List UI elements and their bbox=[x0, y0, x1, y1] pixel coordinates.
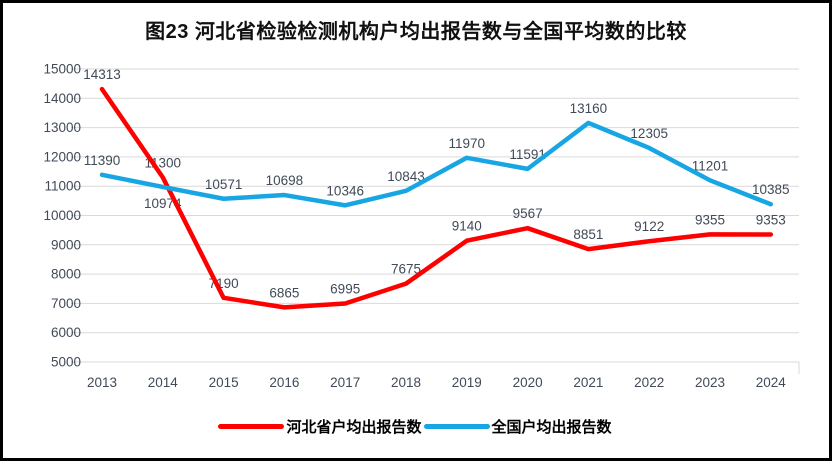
svg-text:12000: 12000 bbox=[43, 149, 81, 164]
svg-text:11591: 11591 bbox=[509, 147, 546, 162]
chart-title: 图23 河北省检验检测机构户均出报告数与全国平均数的比较 bbox=[145, 21, 687, 43]
svg-text:2024: 2024 bbox=[756, 375, 787, 390]
svg-text:2015: 2015 bbox=[209, 375, 239, 390]
svg-text:12305: 12305 bbox=[630, 126, 668, 141]
svg-text:8851: 8851 bbox=[573, 227, 603, 242]
legend-label-national: 全国户均出报告数 bbox=[491, 419, 612, 436]
svg-text:15000: 15000 bbox=[43, 62, 81, 77]
svg-text:2021: 2021 bbox=[573, 375, 603, 390]
svg-text:11390: 11390 bbox=[84, 153, 121, 168]
svg-text:2022: 2022 bbox=[634, 375, 664, 390]
svg-text:14000: 14000 bbox=[43, 91, 81, 106]
svg-text:2023: 2023 bbox=[695, 375, 725, 390]
svg-text:2018: 2018 bbox=[391, 375, 421, 390]
svg-text:10571: 10571 bbox=[205, 177, 243, 192]
svg-text:2019: 2019 bbox=[452, 375, 482, 390]
svg-text:10843: 10843 bbox=[387, 169, 425, 184]
svg-text:9353: 9353 bbox=[756, 212, 786, 227]
svg-text:7000: 7000 bbox=[51, 296, 81, 311]
legend-swatch-hebei bbox=[218, 424, 285, 429]
svg-text:9567: 9567 bbox=[513, 206, 543, 221]
svg-text:2013: 2013 bbox=[87, 375, 117, 390]
svg-text:6865: 6865 bbox=[269, 285, 299, 300]
svg-text:8000: 8000 bbox=[51, 267, 81, 282]
svg-text:13000: 13000 bbox=[43, 120, 81, 135]
legend-item-national: 全国户均出报告数 bbox=[423, 416, 614, 437]
svg-text:9122: 9122 bbox=[634, 219, 664, 234]
svg-text:2016: 2016 bbox=[269, 375, 299, 390]
legend-swatch-national bbox=[423, 424, 490, 429]
svg-text:2014: 2014 bbox=[148, 375, 179, 390]
legend-label-hebei: 河北省户均出报告数 bbox=[286, 419, 422, 436]
svg-text:10698: 10698 bbox=[266, 173, 304, 188]
svg-text:11201: 11201 bbox=[692, 158, 729, 173]
svg-text:9140: 9140 bbox=[452, 219, 482, 234]
svg-text:7675: 7675 bbox=[391, 262, 421, 277]
svg-text:2017: 2017 bbox=[330, 375, 360, 390]
svg-text:10000: 10000 bbox=[43, 208, 81, 223]
svg-text:6995: 6995 bbox=[330, 282, 360, 297]
legend: 河北省户均出报告数 全国户均出报告数 bbox=[3, 416, 829, 437]
svg-text:11970: 11970 bbox=[449, 136, 486, 151]
svg-text:5000: 5000 bbox=[51, 355, 81, 370]
svg-text:9000: 9000 bbox=[51, 237, 81, 252]
svg-text:13160: 13160 bbox=[570, 101, 608, 116]
legend-item-hebei: 河北省户均出报告数 bbox=[218, 416, 423, 437]
svg-text:14313: 14313 bbox=[83, 67, 121, 82]
svg-text:9355: 9355 bbox=[695, 212, 725, 227]
svg-text:11000: 11000 bbox=[44, 179, 81, 194]
line-chart: 5000 6000 7000 8000 9000 10000 11000 12000 13000… bbox=[43, 62, 800, 390]
svg-text:10346: 10346 bbox=[326, 183, 364, 198]
svg-text:10385: 10385 bbox=[752, 182, 790, 197]
svg-text:2020: 2020 bbox=[513, 375, 543, 390]
svg-text:6000: 6000 bbox=[51, 325, 81, 340]
